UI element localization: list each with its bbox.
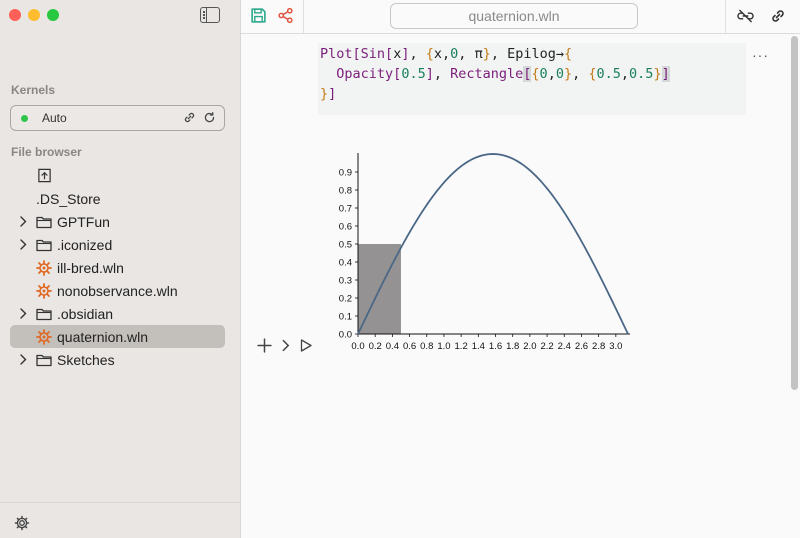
file-name: .obsidian <box>57 305 114 322</box>
add-cell-icon[interactable] <box>257 338 272 353</box>
y-tick-label: 0.2 <box>339 294 352 305</box>
x-tick-label: 0.2 <box>369 341 382 352</box>
x-tick-label: 0.6 <box>403 341 416 352</box>
unlink-icon[interactable] <box>737 9 754 23</box>
notebook-scrollbar[interactable] <box>791 36 798 390</box>
file-name: Sketches <box>57 351 115 368</box>
kernel-status-dot <box>21 114 28 122</box>
folder-item[interactable]: Sketches <box>10 348 225 371</box>
y-tick-label: 0.9 <box>339 168 352 179</box>
gear-notebook-icon <box>36 282 52 299</box>
notebook-title-field[interactable]: quaternion.wln <box>390 3 638 29</box>
file-item[interactable]: quaternion.wln <box>10 325 225 348</box>
file-name: ill-bred.wln <box>57 259 124 276</box>
x-tick-label: 1.2 <box>455 341 468 352</box>
y-tick-label: 0.3 <box>339 276 352 287</box>
folder-icon <box>36 306 52 322</box>
chevron-right-icon[interactable] <box>16 216 30 227</box>
y-tick-label: 0.4 <box>339 258 352 269</box>
x-tick-label: 0.0 <box>351 341 364 352</box>
file-item[interactable]: .DS_Store <box>10 187 225 210</box>
kernel-label: Auto <box>42 111 67 125</box>
x-tick-label: 0.4 <box>386 341 399 352</box>
x-tick-label: 2.8 <box>592 341 605 352</box>
file-item[interactable]: nonobservance.wln <box>10 279 225 302</box>
x-tick-label: 3.0 <box>609 341 622 352</box>
y-tick-label: 0.6 <box>339 222 352 233</box>
sidebar-footer <box>0 502 241 538</box>
x-tick-label: 1.6 <box>489 341 502 352</box>
settings-gear-icon[interactable] <box>14 515 30 531</box>
plot-output: 0.0 0.2 0.4 0.6 0.8 1.0 1.2 1.4 1.6 1.8 2.0 2.2 2.4 2… <box>339 153 630 352</box>
folder-item[interactable]: .iconized <box>10 233 225 256</box>
y-tick-label: 0.5 <box>339 240 352 251</box>
window-controls <box>9 9 59 21</box>
file-list: .DS_Store GPTFun .iconized ill-bred.wln nono… <box>10 164 225 371</box>
x-tick-label: 2.2 <box>540 341 553 352</box>
toolbar: quaternion.wln <box>241 0 800 34</box>
folder-item[interactable]: .obsidian <box>10 302 225 325</box>
cell-menu-button[interactable]: ··· <box>752 47 769 63</box>
gear-notebook-icon <box>36 259 52 276</box>
x-tick-label: 1.0 <box>437 341 450 352</box>
y-tick-label: 0.1 <box>339 312 352 323</box>
toolbar-divider <box>303 0 304 34</box>
save-icon[interactable] <box>250 7 267 24</box>
chevron-right-icon[interactable] <box>16 308 30 319</box>
kernel-restart-icon[interactable] <box>203 111 216 124</box>
cell-controls <box>257 338 313 353</box>
y-tick-label: 0.0 <box>339 330 352 341</box>
file-name: nonobservance.wln <box>57 282 178 299</box>
gear-notebook-icon <box>36 328 52 345</box>
series-line-sin <box>357 153 629 335</box>
file-name: GPTFun <box>57 213 110 230</box>
folder-up-icon <box>36 168 52 184</box>
code-cell-input[interactable]: Plot[Sin[x], {x,0, π}, Epilog→{ Opacity[… <box>318 43 746 115</box>
parent-folder-item[interactable] <box>10 164 225 187</box>
code-line-1: Plot[Sin[x], {x,0, π}, Epilog→{ <box>320 46 573 62</box>
x-tick-label: 0.8 <box>420 341 433 352</box>
close-window-button[interactable] <box>9 9 21 21</box>
sidebar: Kernels Auto File browser .DS_Store GPTFu… <box>0 0 241 538</box>
minimize-window-button[interactable] <box>28 9 40 21</box>
folder-icon <box>36 352 52 368</box>
file-name: quaternion.wln <box>57 328 149 345</box>
y-tick-label: 0.7 <box>339 204 352 215</box>
y-tick-label: 0.8 <box>339 186 352 197</box>
folder-icon <box>36 237 52 253</box>
file-browser-heading: File browser <box>11 145 82 159</box>
zoom-window-button[interactable] <box>47 9 59 21</box>
code-line-2: Opacity[0.5], Rectangle[{0,0}, {0.5,0.5}… <box>336 66 670 82</box>
run-cell-icon[interactable] <box>299 338 313 353</box>
x-tick-label: 2.4 <box>558 341 571 352</box>
chevron-right-icon[interactable] <box>16 239 30 250</box>
kernels-heading: Kernels <box>11 83 56 97</box>
file-name: .iconized <box>57 236 113 253</box>
kernel-selector[interactable]: Auto <box>10 105 225 131</box>
share-icon[interactable] <box>277 7 294 24</box>
kernel-link-icon[interactable] <box>183 111 196 124</box>
sidebar-toggle-icon[interactable] <box>200 7 220 23</box>
x-tick-label: 1.4 <box>472 341 485 352</box>
x-tick-label: 2.6 <box>575 341 588 352</box>
chevron-right-icon[interactable] <box>280 339 291 352</box>
file-item[interactable]: ill-bred.wln <box>10 256 225 279</box>
folder-item[interactable]: GPTFun <box>10 210 225 233</box>
chevron-right-icon[interactable] <box>16 354 30 365</box>
file-name: .DS_Store <box>36 190 101 207</box>
x-tick-label: 1.8 <box>506 341 519 352</box>
link-icon[interactable] <box>770 8 786 24</box>
folder-icon <box>36 214 52 230</box>
code-line-3: }] <box>320 86 337 102</box>
toolbar-divider <box>725 0 726 34</box>
x-tick-label: 2.0 <box>523 341 536 352</box>
